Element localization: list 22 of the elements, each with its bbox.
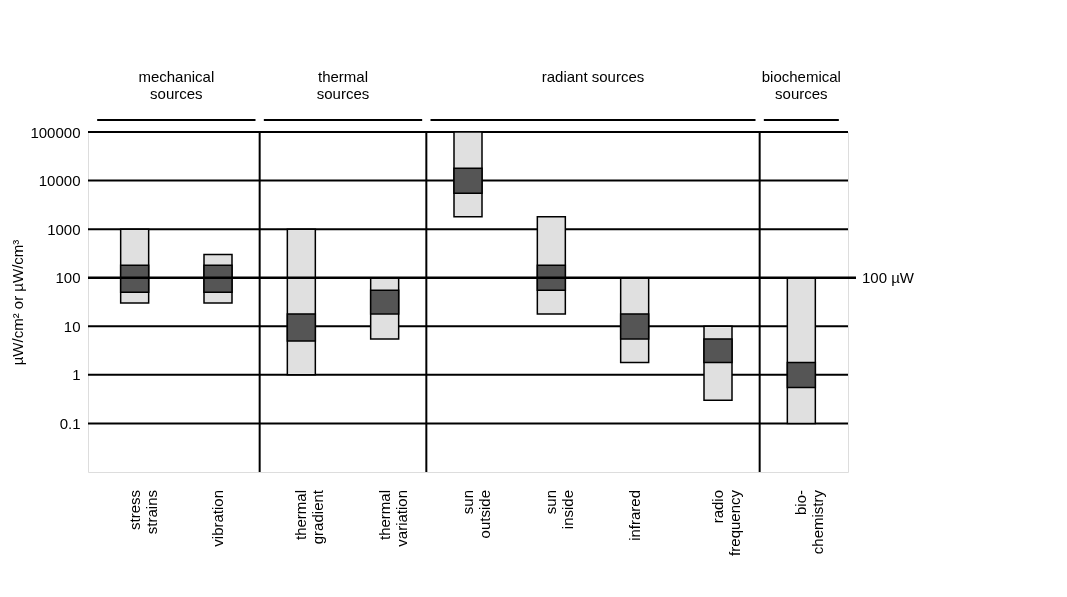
text: mechanical sources [138,68,215,102]
y-tick-label: 100000 [30,123,81,141]
y-axis-title: µW/cm² or µW/cm³ [9,239,27,366]
y-tick-label: 1000 [47,220,81,238]
x-tick-label: bio- chemistry [792,489,827,555]
y-tick-label: 100 [55,269,81,287]
x-tick-label: vibration [209,490,226,547]
y-tick-label: 0.1 [59,414,81,432]
x-tick-label: thermal variation [375,490,410,547]
x-tick-label: stress strains [125,490,160,535]
y-tick-label: 10 [63,317,81,335]
text: radiant sources [541,68,645,85]
x-tick-label: sun inside [542,490,577,530]
text: thermal sources [316,68,370,102]
y-tick-label: 10000 [38,172,81,190]
text: biochemical sources [761,68,841,102]
x-tick-label: thermal gradient [292,489,327,545]
x-tick-label: sun outside [459,490,493,539]
y-tick-label: 1 [72,366,81,384]
x-tick-label: radio frequency [709,489,743,556]
x-tick-label: infrared [625,490,643,541]
ref-line-label: 100 µW [862,268,915,286]
